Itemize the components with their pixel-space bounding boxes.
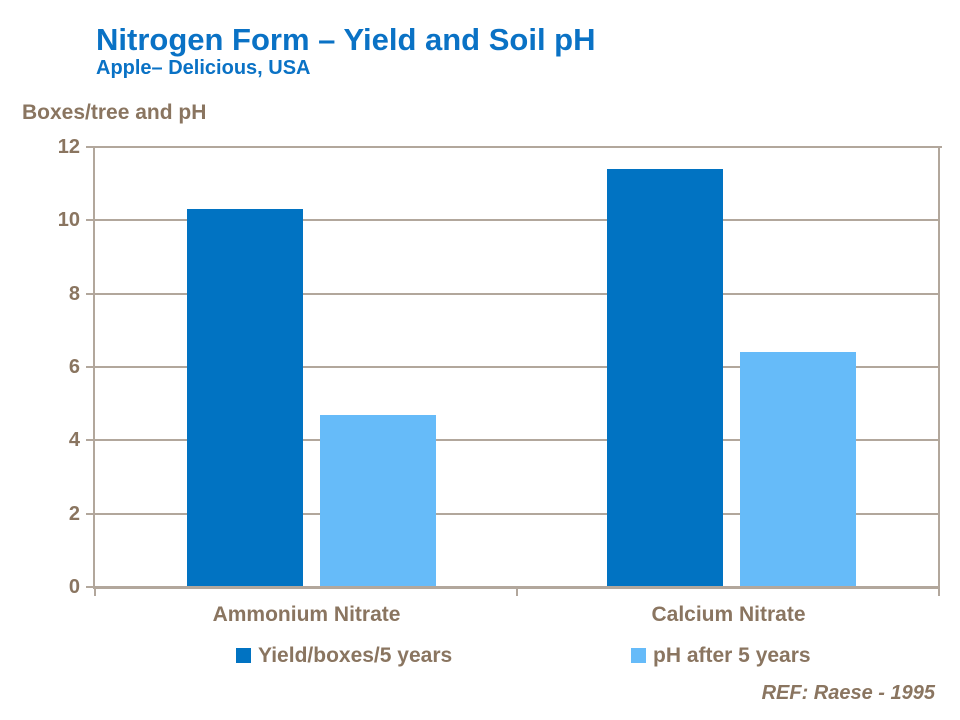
legend-label-ph: pH after 5 years [653,644,811,667]
y-tick-mark [86,439,95,442]
bar-series1-cat0 [319,415,436,587]
plot-border-top [95,146,942,148]
chart-subtitle: Apple– Delicious, USA [96,57,311,79]
chart-title: Nitrogen Form – Yield and Soil pH [96,22,596,57]
legend-label-yield: Yield/boxes/5 years [258,644,453,667]
bar-series1-cat1 [739,352,856,587]
y-tick-mark [86,586,95,588]
legend-item-ph: pH after 5 years [631,644,811,668]
legend-item-yield: Yield/boxes/5 years [236,644,452,668]
y-tick-label: 10 [57,209,80,232]
gridline [95,366,940,368]
y-tick-mark [86,512,95,515]
y-tick-mark [86,366,95,368]
y-tick-label: 12 [57,136,80,158]
y-tick-mark [86,146,95,148]
y-axis-title: Boxes/tree and pH [22,101,207,124]
y-tick-label: 8 [68,282,80,305]
legend-swatch-ph [631,648,646,663]
bar-series0-cat1 [606,169,723,587]
y-tick-label: 2 [68,502,80,525]
reference-text: REF: Raese - 1995 [761,682,935,704]
category-label-ammonium-nitrate: Ammonium Nitrate [212,603,401,626]
y-tick-label: 4 [68,429,80,452]
x-tick-mark [94,587,96,596]
gridline [95,512,940,515]
plot-border-right [938,146,940,589]
y-tick-mark [86,292,95,295]
y-tick-label: 6 [68,356,80,378]
gridline [95,439,940,442]
plot-area [95,147,940,587]
bar-series0-cat0 [186,209,303,587]
y-tick-mark [86,219,95,222]
x-tick-mark [516,587,518,596]
y-tick-label: 0 [68,576,80,598]
x-tick-mark [938,587,940,596]
legend-swatch-yield [236,648,251,663]
gridline [95,219,940,222]
gridline [95,292,940,295]
category-label-calcium-nitrate: Calcium Nitrate [651,603,806,626]
